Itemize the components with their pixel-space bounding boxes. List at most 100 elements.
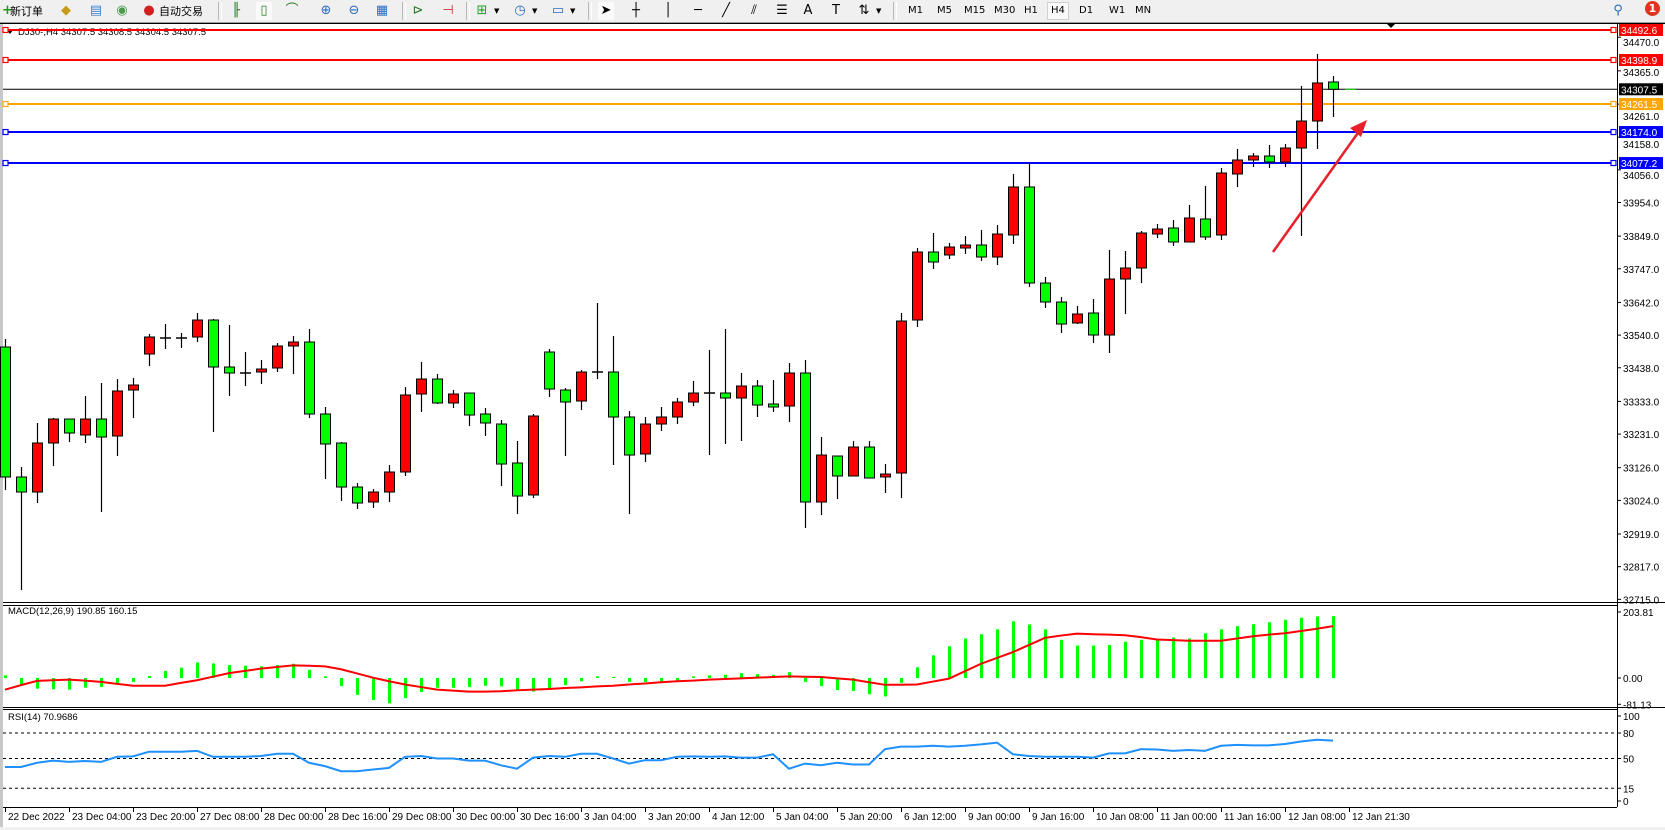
candle bbox=[848, 440, 859, 477]
horizontal-line-button[interactable]: ─ bbox=[690, 2, 706, 20]
candle-body bbox=[1216, 172, 1227, 236]
notifications-icon[interactable]: 1 bbox=[1645, 1, 1660, 16]
rsi-axis-label: 80 bbox=[1623, 729, 1635, 740]
candle bbox=[1040, 277, 1051, 309]
symbol-info: DJ30-,H4 34307.5 34308.5 34304.5 34307.5 bbox=[18, 27, 206, 38]
macd-bar bbox=[228, 665, 231, 678]
price-label: 34158.0 bbox=[1623, 140, 1660, 151]
time-label: 11 Jan 16:00 bbox=[1224, 812, 1282, 823]
macd-bar bbox=[468, 678, 471, 688]
crosshair-button[interactable]: ┼ bbox=[628, 2, 644, 20]
timeframe-h4[interactable]: H4 bbox=[1047, 2, 1069, 20]
macd-bar bbox=[1236, 626, 1239, 678]
candle bbox=[384, 465, 395, 503]
time-label: 4 Jan 12:00 bbox=[712, 812, 765, 823]
candle bbox=[832, 455, 843, 500]
candle-body bbox=[880, 473, 891, 478]
timeframe-mn[interactable]: MN bbox=[1135, 5, 1152, 16]
vertical-line-button[interactable]: │ bbox=[660, 2, 676, 20]
zoom-out-icon: ⊖ bbox=[348, 3, 360, 18]
candle-body bbox=[656, 416, 667, 425]
candle-body bbox=[368, 491, 379, 503]
candle-body bbox=[112, 390, 123, 437]
bar-chart-button[interactable]: ╟ bbox=[228, 2, 244, 20]
periods-button[interactable]: ◷ ▼ bbox=[512, 2, 537, 20]
macd-bar bbox=[644, 678, 647, 682]
timeframe-m30[interactable]: M30 bbox=[994, 5, 1016, 16]
candle-body bbox=[1088, 312, 1099, 336]
text-button[interactable]: A bbox=[800, 2, 816, 20]
indicators-button[interactable]: ⊞ ▼ bbox=[474, 2, 500, 20]
price-label: 32919.0 bbox=[1623, 530, 1660, 541]
candle-body bbox=[256, 368, 267, 373]
toolbar-separator bbox=[588, 2, 592, 20]
macd-bar bbox=[516, 678, 519, 690]
equidistant-channel-button[interactable]: ⫽ bbox=[746, 2, 762, 20]
macd-bar bbox=[532, 678, 535, 692]
timeframe-h1[interactable]: H1 bbox=[1024, 5, 1038, 16]
market-watch-button[interactable]: ◆ bbox=[58, 2, 74, 20]
candle bbox=[1136, 231, 1147, 284]
macd-bar bbox=[324, 676, 327, 678]
candle bbox=[1248, 153, 1259, 168]
macd-bar bbox=[452, 678, 455, 688]
macd-bar bbox=[724, 674, 727, 678]
new-order-button[interactable]: + 新订单 bbox=[2, 2, 43, 20]
macd-bar bbox=[916, 667, 919, 678]
macd-bar bbox=[20, 678, 23, 685]
timeframe-d1[interactable]: D1 bbox=[1079, 5, 1094, 16]
macd-bar bbox=[164, 670, 167, 678]
time-label: 3 Jan 04:00 bbox=[584, 812, 637, 823]
macd-bar bbox=[1012, 621, 1015, 678]
timeframe-w1[interactable]: W1 bbox=[1109, 5, 1126, 16]
candle-body bbox=[1120, 267, 1131, 280]
tile-windows-button[interactable]: ▦ bbox=[374, 2, 390, 20]
navigator-button[interactable]: ▤ bbox=[88, 2, 104, 20]
macd-bar bbox=[260, 666, 263, 678]
trendline-button[interactable]: ╱ bbox=[718, 2, 734, 20]
timeframe-m5[interactable]: M5 bbox=[937, 5, 952, 16]
fibonacci-button[interactable]: ☰ bbox=[774, 2, 790, 20]
auto-scroll-button[interactable]: ⊳ bbox=[410, 2, 426, 20]
candle-body bbox=[544, 351, 555, 390]
macd-bar bbox=[132, 678, 135, 682]
zoom-in-button[interactable]: ⊕ bbox=[318, 2, 334, 20]
timeframe-m1[interactable]: M1 bbox=[908, 5, 923, 16]
time-label: 29 Dec 08:00 bbox=[392, 812, 452, 823]
candle bbox=[704, 349, 715, 456]
arrows-button[interactable]: ⇅ ▼ bbox=[856, 2, 882, 20]
candle bbox=[1184, 204, 1195, 243]
candle-body bbox=[608, 371, 619, 418]
candle bbox=[16, 467, 27, 591]
line-chart-button[interactable]: ⌒ bbox=[284, 2, 300, 20]
candle bbox=[400, 387, 411, 477]
macd-bar bbox=[1204, 633, 1207, 678]
candlestick-button[interactable]: ▯ bbox=[256, 2, 272, 20]
auto-scroll-icon: ⊳ bbox=[412, 3, 424, 18]
horizontal-line-0-handle bbox=[2, 26, 9, 34]
chart-window[interactable]: DJ30-,H4 34307.5 34308.5 34304.5 34307.5… bbox=[0, 23, 1665, 830]
time-label: 3 Jan 20:00 bbox=[648, 812, 701, 823]
search-button[interactable]: ⚲ bbox=[1610, 2, 1626, 20]
indicators-icon: ⊞ bbox=[476, 3, 488, 18]
candle-body bbox=[768, 403, 779, 408]
zoom-in-icon: ⊕ bbox=[320, 3, 332, 18]
candle bbox=[640, 417, 651, 463]
time-label: 11 Jan 00:00 bbox=[1160, 812, 1218, 823]
candle-body bbox=[864, 446, 875, 479]
chart-shift-button[interactable]: ⊣ bbox=[440, 2, 456, 20]
timeframe-m15[interactable]: M15 bbox=[964, 5, 986, 16]
text-label-button[interactable]: T bbox=[828, 2, 844, 20]
candle bbox=[1024, 163, 1035, 287]
chevron-down-icon: ▼ bbox=[494, 7, 500, 15]
templates-button[interactable]: ▭ ▼ bbox=[550, 2, 576, 20]
candle bbox=[336, 442, 347, 502]
candle bbox=[1264, 145, 1275, 169]
cursor-button[interactable]: ➤ bbox=[598, 2, 614, 20]
candle-body bbox=[1152, 228, 1163, 235]
signals-button[interactable]: ◉ bbox=[114, 2, 130, 20]
zoom-out-button[interactable]: ⊖ bbox=[346, 2, 362, 20]
auto-trading-button[interactable]: ● 自动交易 bbox=[141, 2, 203, 20]
candle bbox=[608, 336, 619, 466]
candle-body bbox=[928, 251, 939, 263]
